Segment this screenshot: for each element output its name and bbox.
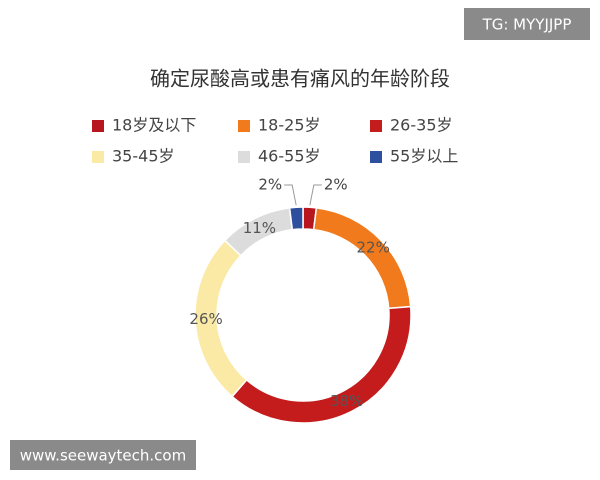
legend-swatch [92,151,104,163]
legend-label: 55岁以上 [390,147,458,166]
data-label: 2% [324,176,348,194]
legend-label: 35-45岁 [112,147,175,166]
legend-label: 46-55岁 [258,147,321,166]
data-label: 22% [356,239,389,257]
legend-swatch [238,120,250,132]
legend-swatch [370,120,382,132]
watermark: www.seewaytech.com [20,447,186,465]
watermark: TG: MYYJJPP [482,16,572,34]
leader-line [284,184,297,206]
chart-title: 确定尿酸高或患有痛风的年龄阶段 [150,67,450,91]
legend-label: 18岁及以下 [112,116,196,135]
data-label: 2% [258,176,282,194]
legend-swatch [238,151,250,163]
legend-label: 18-25岁 [258,116,321,135]
watermark-box [464,8,590,40]
donut-segment [288,206,304,231]
watermark-box [10,440,196,470]
data-label: 11% [243,219,276,237]
legend-label: 26-35岁 [390,116,453,135]
legend-swatch [370,151,382,163]
data-label: 38% [330,392,363,410]
leader-line [309,184,322,206]
data-label: 26% [189,310,222,328]
legend-swatch [92,120,104,132]
